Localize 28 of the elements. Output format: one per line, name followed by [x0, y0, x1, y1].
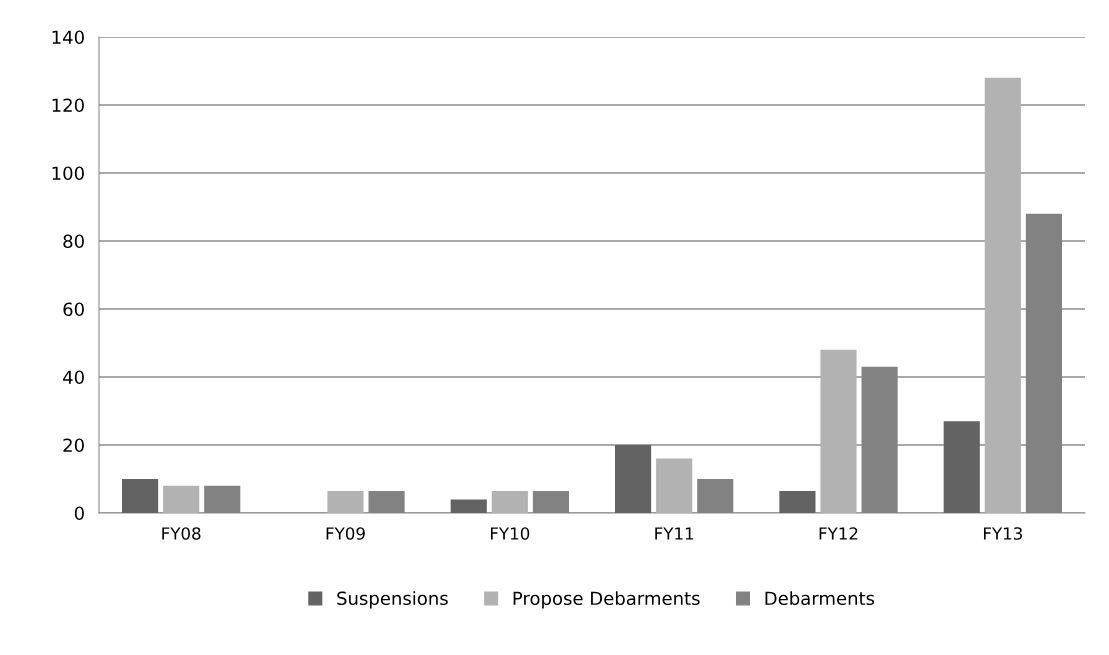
- bar: [491, 490, 528, 513]
- x-tick-label: FY13: [983, 527, 1022, 540]
- bar: [327, 490, 364, 513]
- bar: [943, 421, 980, 513]
- x-tick-label: FY08: [162, 527, 201, 540]
- x-tick-label: FY10: [490, 527, 530, 540]
- y-tick-label: 20: [63, 438, 84, 453]
- bar: [820, 349, 857, 513]
- bar: [450, 499, 487, 513]
- bar: [984, 77, 1021, 513]
- y-tick-label: 40: [63, 370, 84, 385]
- y-tick-label: 120: [52, 98, 84, 113]
- bar: [163, 485, 200, 513]
- y-tick-label: 0: [74, 506, 84, 521]
- x-tick-label: FY12: [819, 527, 858, 540]
- bar: [615, 445, 652, 513]
- x-tick-label: FY09: [326, 527, 365, 540]
- bar: [656, 458, 693, 513]
- y-tick-label: 140: [52, 30, 84, 45]
- legend-label: Debarments: [765, 591, 875, 606]
- bar: [122, 479, 159, 513]
- y-tick-label: 60: [63, 302, 84, 317]
- legend-label: Propose Debarments: [513, 591, 700, 609]
- y-tick-label: 80: [63, 234, 84, 249]
- x-tick-label: FY11: [655, 527, 694, 540]
- bar: [779, 490, 816, 513]
- y-tick-label: 100: [52, 166, 84, 181]
- legend-label: Suspensions: [337, 591, 448, 609]
